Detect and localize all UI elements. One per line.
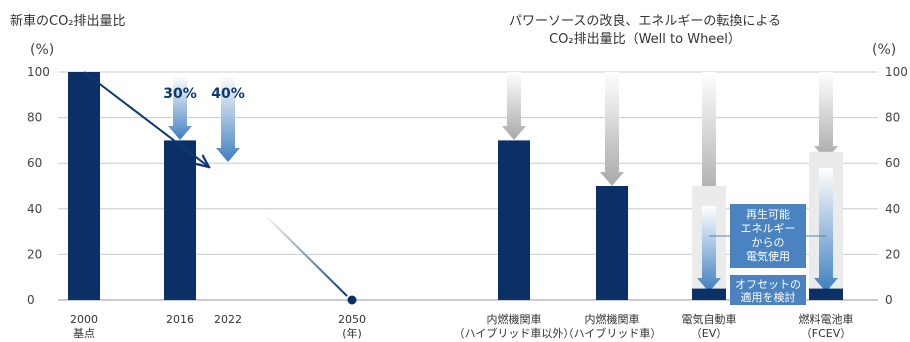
annotation-text: 適用を検討	[741, 290, 796, 304]
annotation-text: からの	[752, 236, 785, 249]
right-y-tick-label: 20	[885, 247, 900, 261]
x-axis-label: （ハイブリッド車）	[563, 326, 662, 340]
annotation-box	[730, 275, 806, 305]
bar	[164, 140, 196, 300]
annotation-text: 再生可能	[746, 207, 790, 221]
x-axis-label: 2050	[338, 313, 366, 326]
left-y-tick-label: 60	[27, 156, 42, 170]
left-chart-title: 新車のCO₂排出量比	[10, 14, 126, 29]
x-axis-label: 2016	[166, 313, 194, 326]
bar	[596, 186, 628, 300]
reduction-label: 40%	[211, 86, 245, 102]
improvement-arrow	[814, 72, 838, 160]
x-axis-label: （ハイブリッド車以外）	[454, 326, 575, 340]
bar	[692, 288, 726, 300]
left-y-tick-label: 20	[27, 247, 42, 261]
reduction-arrow	[168, 76, 192, 140]
right-y-tick-label: 0	[885, 293, 893, 307]
x-axis-label: 燃料電池車	[799, 312, 854, 326]
right-y-tick-label: 100	[885, 65, 908, 79]
right-y-tick-label: 40	[885, 202, 900, 216]
right-y-tick-label: 60	[885, 156, 900, 170]
x-axis-label: 内燃機関車	[585, 312, 640, 326]
annotation-text: オフセットの	[735, 278, 801, 291]
annotation-box	[730, 204, 806, 268]
bar	[809, 288, 843, 300]
left-y-tick-label: 0	[27, 293, 35, 307]
left-y-tick-label: 100	[27, 65, 50, 79]
trend-arrow-faded	[263, 213, 348, 297]
trend-arrow	[83, 71, 208, 166]
energy-shift-arrow	[814, 168, 838, 292]
x-axis-label: 2022	[214, 313, 242, 326]
data-point	[347, 295, 357, 305]
x-axis-label: 基点	[73, 327, 95, 340]
x-axis-label: （EV）	[691, 327, 727, 340]
left-axis-unit: (%)	[30, 42, 55, 58]
bar	[498, 140, 530, 300]
x-axis-label: 2000	[70, 313, 98, 326]
improvement-arrow	[502, 72, 526, 140]
x-axis-label: (年)	[342, 326, 362, 340]
right-y-tick-label: 80	[885, 111, 900, 125]
right-chart-title-line1: パワーソースの改良、エネルギーの転換による	[509, 14, 781, 29]
bar	[68, 72, 100, 300]
right-chart-title-line2: CO₂排出量比（Well to Wheel）	[549, 32, 741, 47]
x-axis-label: （FCEV）	[801, 327, 851, 340]
right-axis-unit: (%)	[872, 42, 897, 58]
reduction-arrow	[216, 76, 240, 162]
reduction-label: 30%	[163, 86, 197, 102]
left-y-tick-label: 80	[27, 111, 42, 125]
x-axis-label: 内燃機関車	[487, 312, 542, 326]
energy-shift-arrow	[697, 206, 721, 292]
annotation-text: エネルギー	[741, 222, 796, 235]
left-y-tick-label: 40	[27, 202, 42, 216]
improvement-arrow	[697, 72, 721, 202]
annotation-text: 電気使用	[746, 249, 790, 263]
improvement-arrow	[600, 72, 624, 186]
x-axis-label: 電気自動車	[682, 312, 737, 326]
